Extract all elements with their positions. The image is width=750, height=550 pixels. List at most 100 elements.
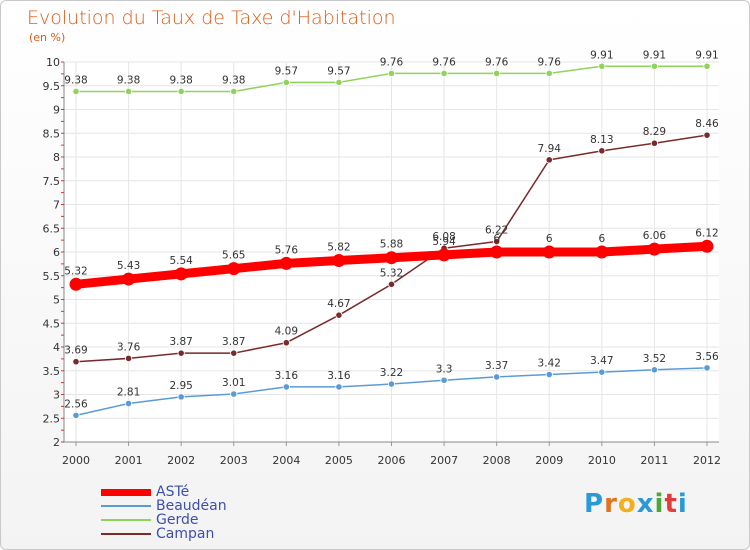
x-tick-label: 2005 [325,454,353,467]
data-label: 5.65 [222,250,245,262]
data-point [650,62,659,70]
data-point [72,87,80,96]
data-point [650,366,659,374]
x-tick-label: 2011 [640,454,668,467]
data-point [227,262,241,276]
data-label: 3.16 [275,370,299,382]
data-label: 3.56 [695,351,719,363]
data-point [72,358,80,366]
data-label: 8.13 [590,134,613,146]
data-label: 2.95 [169,380,192,392]
x-tick-label: 2010 [588,454,616,467]
data-point [493,69,501,78]
data-point [124,87,133,96]
y-tick-label: 6 [53,246,60,259]
data-label: 9.91 [695,49,718,61]
data-label: 9.91 [590,49,613,61]
x-tick-label: 2000 [62,454,90,467]
data-label: 9.76 [485,56,509,68]
data-label: 9.76 [432,56,456,68]
data-point [598,62,606,70]
y-tick-label: 8 [53,151,60,164]
data-label: 3.16 [327,370,351,382]
legend-swatch-campan [101,533,151,535]
legend-swatch-gerde [101,519,151,521]
data-label: 4.67 [327,298,350,310]
data-point [545,156,553,164]
data-point [703,131,711,139]
data-label: 9.38 [169,74,192,86]
data-label: 3.01 [222,377,245,389]
data-point [72,411,80,419]
data-label: 3.76 [117,341,141,353]
x-tick-label: 2008 [483,454,511,467]
y-tick-label: 7.5 [43,175,61,188]
data-point [650,139,659,147]
data-label: 5.32 [64,265,87,277]
data-label: 5.94 [432,236,456,248]
data-label: 9.38 [117,74,140,86]
data-label: 3.47 [590,355,613,367]
logo-letter: i [654,489,665,519]
proxiti-logo: Proxiti [584,489,688,519]
data-label: 3.22 [380,367,403,379]
data-label: 6 [493,233,500,245]
data-label: 2.56 [64,398,88,410]
data-point [493,237,501,246]
data-point [335,383,343,391]
data-point [490,245,504,259]
legend-label-aste: ASTé [156,484,190,500]
data-point [122,272,136,286]
data-point [177,393,185,401]
data-label: 3.69 [64,345,87,357]
data-label: 9.38 [64,74,87,86]
data-label: 4.09 [275,326,298,338]
logo-letter: r [604,489,618,519]
data-label: 9.38 [222,74,245,86]
data-point [598,147,606,155]
data-point [387,280,396,288]
data-label: 9.91 [643,49,666,61]
y-tick-label: 3.5 [43,365,61,378]
data-point [545,370,553,379]
y-tick-label: 9.5 [43,80,61,93]
data-point [230,87,238,96]
data-label: 9.76 [380,56,404,68]
data-point [124,399,133,408]
data-point [385,251,398,265]
logo-letter: P [584,489,605,519]
y-tick-label: 8.5 [43,127,61,140]
data-label: 9.57 [275,65,298,77]
data-point [332,254,346,268]
data-label: 3.37 [485,360,508,372]
data-point [230,349,238,357]
data-label: 7.94 [538,143,562,155]
data-point [387,380,396,388]
x-tick-label: 2004 [272,454,300,467]
y-tick-label: 4.5 [43,317,61,330]
y-tick-label: 3 [53,389,60,402]
x-tick-label: 2007 [430,454,458,467]
data-point [177,87,185,96]
logo-letter: x [636,489,655,519]
data-label: 5.88 [380,239,403,251]
data-point [69,277,83,291]
data-label: 8.29 [643,126,666,138]
data-label: 2.81 [117,387,140,399]
data-point [230,390,238,398]
data-point [595,245,609,259]
legend-label-campan: Campan [156,526,215,542]
data-label: 6 [598,233,605,245]
legend-swatch-beaudean [101,505,151,507]
data-label: 3.52 [643,353,666,365]
data-label: 6.08 [432,231,455,243]
data-point [282,383,290,391]
chart-title: Evolution du Taux de Taxe d'Habitation [27,7,396,29]
data-label: 6.12 [695,227,718,239]
logo-letter: o [617,489,637,519]
legend-swatch-aste [101,489,151,496]
data-point [598,368,606,376]
data-point [440,376,448,384]
